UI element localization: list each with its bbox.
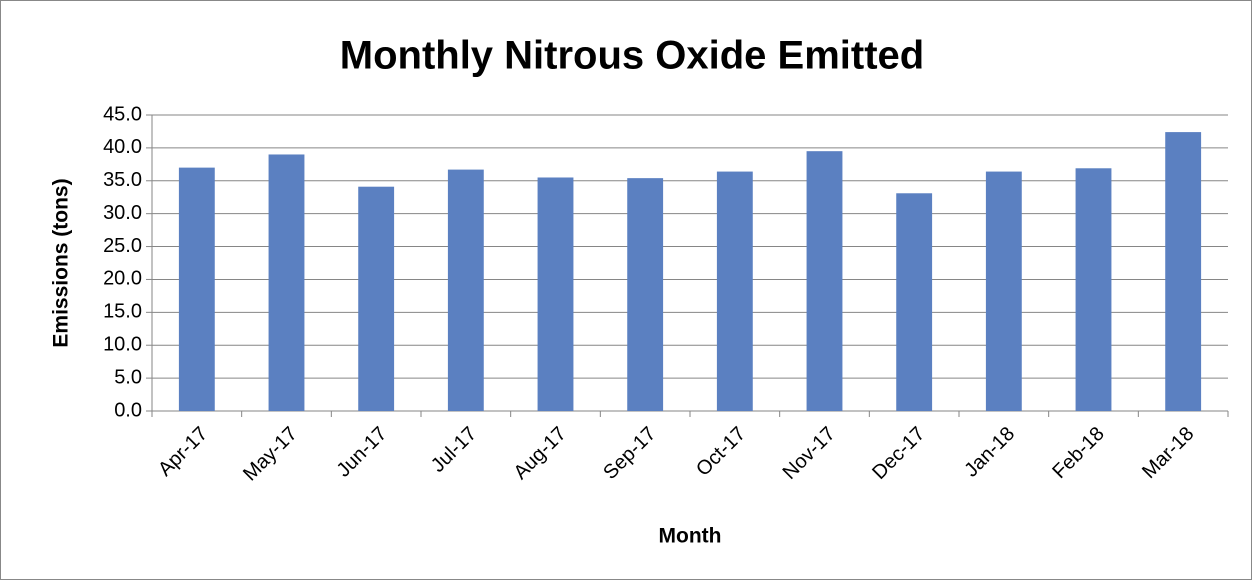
y-tick-label: 40.0 (103, 136, 142, 158)
y-tick-label: 5.0 (114, 366, 142, 388)
y-tick-label: 25.0 (103, 235, 142, 257)
y-tick-label: 20.0 (103, 268, 142, 290)
bar (716, 171, 753, 411)
bar (1075, 168, 1112, 411)
bar (447, 169, 484, 411)
bar (178, 167, 215, 411)
bar (537, 177, 574, 411)
bar (627, 178, 664, 411)
y-tick-label: 10.0 (103, 334, 142, 356)
y-axis-label: Emissions (tons) (50, 178, 73, 347)
y-tick-label: 30.0 (103, 202, 142, 224)
y-tick-label: 45.0 (103, 103, 142, 125)
bar (896, 193, 933, 411)
y-tick-label: 15.0 (103, 301, 142, 323)
y-tick-label: 35.0 (103, 169, 142, 191)
bar (1165, 132, 1202, 411)
bar (985, 171, 1022, 411)
chart-title: Monthly Nitrous Oxide Emitted (340, 34, 924, 78)
bar (806, 151, 843, 411)
bar (358, 186, 395, 411)
y-tick-label: 0.0 (114, 399, 142, 421)
x-axis-label: Month (659, 525, 722, 548)
bar (268, 154, 305, 411)
